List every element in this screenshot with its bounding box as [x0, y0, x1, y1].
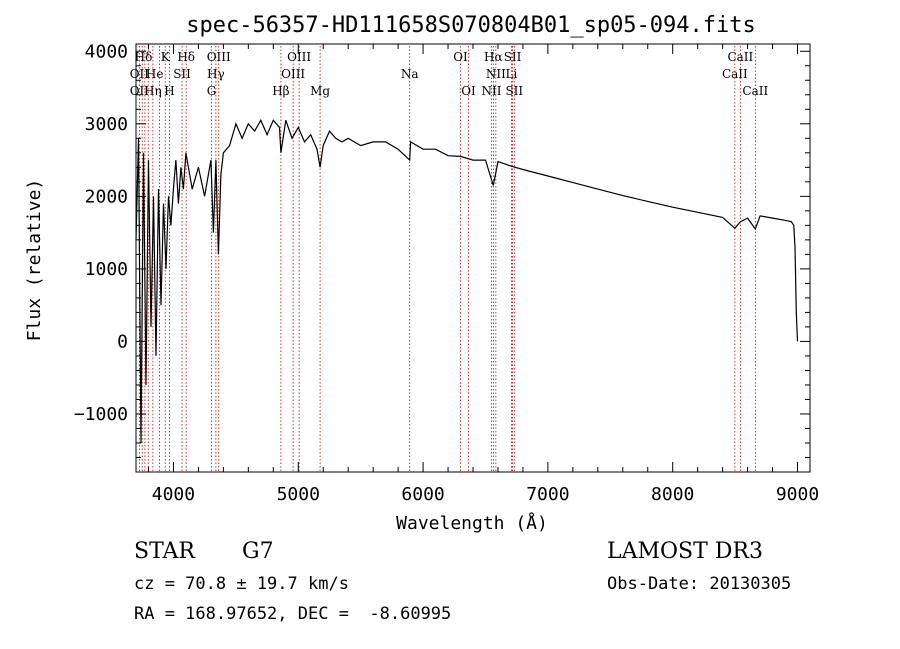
line-label: OI	[453, 50, 468, 64]
x-tick-label: 4000	[152, 484, 195, 505]
line-label: OII	[130, 84, 150, 98]
line-label: H	[164, 84, 174, 98]
line-label: OI	[461, 84, 476, 98]
y-tick-label: −1000	[74, 404, 128, 425]
x-tick-label: 6000	[401, 484, 444, 505]
axes: 4000 5000 6000 7000 8000 9000 −1000 0 1000 2000 30…	[74, 41, 819, 505]
line-label: Hδ	[135, 50, 153, 64]
line-label: CaII	[742, 84, 768, 98]
x-tick-label: 7000	[526, 484, 569, 505]
line-label: Hα	[484, 50, 503, 64]
line-label: Mg	[310, 84, 330, 98]
line-markers	[138, 46, 756, 472]
line-label: Hγ	[207, 67, 225, 81]
y-tick-label: 4000	[85, 41, 128, 62]
x-tick-label: 9000	[776, 484, 819, 505]
plot-frame	[135, 43, 811, 473]
chart-title: spec-56357-HD111658S070804B01_sp05-094.f…	[186, 13, 756, 38]
redshift-cz: cz = 70.8 ± 19.7 km/s	[134, 574, 349, 594]
line-label: OIII	[281, 67, 305, 81]
spectrum-line	[135, 118, 799, 444]
line-label: OIII	[287, 50, 311, 64]
line-label: NII	[481, 84, 501, 98]
y-tick-label: 1000	[85, 259, 128, 280]
line-label: SII	[504, 50, 522, 64]
y-tick-label: 2000	[85, 186, 128, 207]
line-label: Hβ	[272, 84, 289, 98]
line-label: SII	[173, 67, 191, 81]
y-tick-label: 3000	[85, 114, 128, 135]
line-label: CaII	[727, 50, 753, 64]
line-label: Na	[401, 67, 419, 81]
x-axis-label: Wavelength (Å)	[396, 512, 548, 534]
obs-date: Obs-Date: 20130305	[607, 574, 792, 594]
ra-dec: RA = 168.97652, DEC = -8.60995	[134, 604, 452, 624]
line-label: Hη	[144, 84, 162, 98]
object-class: STAR	[134, 539, 195, 564]
line-label: NII	[486, 67, 506, 81]
line-label: SII	[505, 84, 523, 98]
line-label: Hδ	[177, 50, 195, 64]
line-label: CaII	[722, 67, 748, 81]
y-tick-label: 0	[117, 331, 128, 352]
x-tick-label: 5000	[277, 484, 320, 505]
y-axis-label: Flux (relative)	[24, 179, 45, 342]
survey-name: LAMOST DR3	[607, 539, 763, 564]
line-label: OIII	[207, 50, 231, 64]
line-label: He	[146, 67, 164, 81]
line-label: G	[207, 84, 217, 98]
x-tick-label: 8000	[651, 484, 694, 505]
line-label: K	[161, 50, 171, 64]
object-subclass: G7	[242, 539, 274, 564]
line-label: OII	[130, 67, 150, 81]
line-label: Li	[506, 67, 518, 81]
